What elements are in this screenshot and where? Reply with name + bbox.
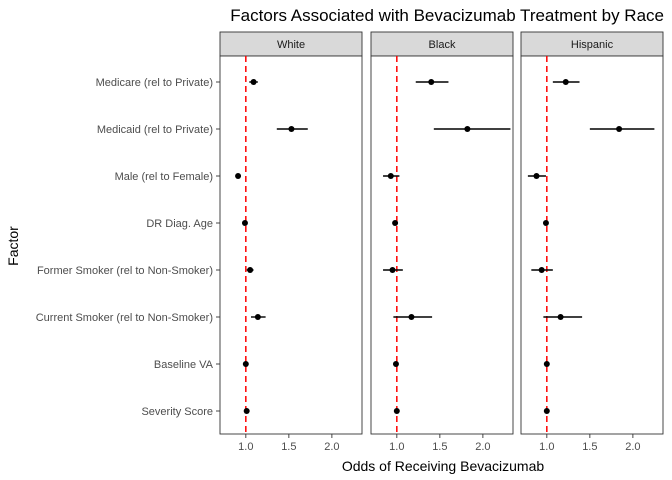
x-tick-label: 2.0 bbox=[625, 441, 640, 453]
estimate-point bbox=[616, 126, 623, 132]
factor-label: Male (rel to Female) bbox=[115, 171, 213, 183]
estimate-point bbox=[562, 79, 569, 85]
estimate-point bbox=[543, 361, 550, 367]
estimate-point bbox=[408, 314, 415, 320]
estimate-point bbox=[538, 267, 545, 273]
factor-label: Severity Score bbox=[141, 406, 213, 418]
estimate-point bbox=[543, 408, 550, 414]
estimate-point bbox=[288, 126, 295, 132]
estimate-point bbox=[428, 79, 435, 85]
facet-panels: White 1.0 1.5 2.0 Black 1.0 1.5 2.0 Hispanic 1.0 1… bbox=[219, 31, 664, 453]
facet-panel-black: Black 1.0 1.5 2.0 bbox=[370, 31, 514, 453]
factor-label: Current Smoker (rel to Non-Smoker) bbox=[36, 312, 213, 324]
y-axis-title: Factor bbox=[5, 226, 21, 266]
factor-label: Medicare (rel to Private) bbox=[96, 77, 213, 89]
facet-strip-label: White bbox=[277, 39, 305, 51]
estimate-point bbox=[557, 314, 564, 320]
factor-label: DR Diag. Age bbox=[146, 218, 213, 230]
estimate-point bbox=[392, 220, 399, 226]
factor-label: Baseline VA bbox=[154, 359, 214, 371]
panel-plot-area bbox=[219, 55, 363, 435]
x-tick-label: 1.0 bbox=[389, 441, 404, 453]
chart-title: Factors Associated with Bevacizumab Trea… bbox=[230, 6, 664, 25]
x-tick-label: 2.0 bbox=[324, 441, 339, 453]
estimate-point bbox=[241, 220, 248, 226]
estimate-point bbox=[542, 220, 549, 226]
facet-strip bbox=[219, 31, 363, 57]
facet-panel-hispanic: Hispanic 1.0 1.5 2.0 bbox=[520, 31, 664, 453]
factor-label: Former Smoker (rel to Non-Smoker) bbox=[37, 265, 213, 277]
x-tick-label: 1.0 bbox=[238, 441, 253, 453]
estimate-point bbox=[235, 173, 242, 179]
panel-plot-area bbox=[370, 55, 514, 435]
estimate-point bbox=[254, 314, 261, 320]
facet-strip-label: Black bbox=[429, 39, 456, 51]
estimate-point bbox=[250, 79, 257, 85]
estimate-point bbox=[387, 173, 394, 179]
panel-plot-area bbox=[520, 55, 664, 435]
estimate-point bbox=[243, 408, 250, 414]
factor-labels: Medicare (rel to Private) Medicaid (rel t… bbox=[36, 77, 220, 418]
estimate-point bbox=[464, 126, 471, 132]
x-tick-label: 1.5 bbox=[582, 441, 597, 453]
estimate-point bbox=[242, 361, 249, 367]
x-tick-label: 1.0 bbox=[539, 441, 554, 453]
estimate-point bbox=[393, 408, 400, 414]
x-tick-label: 1.5 bbox=[281, 441, 296, 453]
x-axis-title: Odds of Receiving Bevacizumab bbox=[342, 458, 545, 474]
estimate-point bbox=[533, 173, 540, 179]
x-tick-label: 2.0 bbox=[475, 441, 490, 453]
estimate-point bbox=[247, 267, 254, 273]
x-tick-label: 1.5 bbox=[432, 441, 447, 453]
facet-strip bbox=[520, 31, 664, 57]
facet-panel-white: White 1.0 1.5 2.0 bbox=[219, 31, 363, 453]
estimate-point bbox=[389, 267, 396, 273]
facet-strip-label: Hispanic bbox=[571, 39, 614, 51]
factor-label: Medicaid (rel to Private) bbox=[97, 124, 213, 136]
estimate-point bbox=[392, 361, 399, 367]
